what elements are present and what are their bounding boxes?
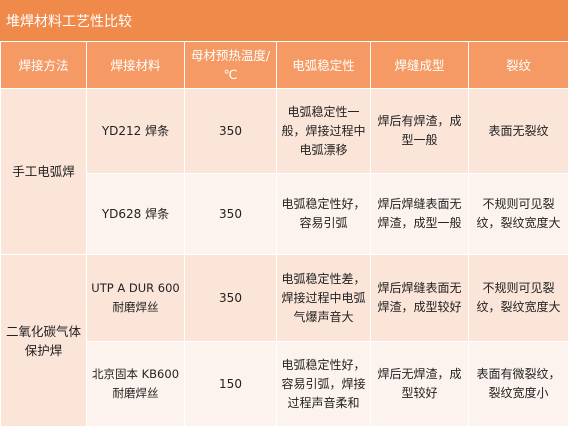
arc-cell: 电弧稳定性好，容易引弧，焊接过程声音柔和 [277,342,371,427]
material-cell: UTP A DUR 600耐磨焊丝 [87,255,185,342]
formation-cell: 焊后无焊渣，成型较好 [371,342,469,427]
crack-cell: 不规则可见裂纹，裂纹宽度大 [469,255,568,342]
table-row: 北京固本 KB600耐磨焊丝 150 电弧稳定性好，容易引弧，焊接过程声音柔和 … [1,342,568,427]
header-preheat: 母材预热温度/℃ [185,42,277,89]
header-material: 焊接材料 [87,42,185,89]
header-formation: 焊缝成型 [371,42,469,89]
comparison-table: 焊接方法 焊接材料 母材预热温度/℃ 电弧稳定性 焊缝成型 裂纹 手工电弧焊 Y… [0,41,568,427]
material-cell: 北京固本 KB600耐磨焊丝 [87,342,185,427]
preheat-cell: 350 [185,174,277,255]
table-title: 堆焊材料工艺性比较 [0,0,568,41]
formation-cell: 焊后焊缝表面无焊渣，成型一般 [371,174,469,255]
arc-cell: 电弧稳定性好，容易引弧 [277,174,371,255]
table-row: 二氧化碳气体保护焊 UTP A DUR 600耐磨焊丝 350 电弧稳定性差，焊… [1,255,568,342]
header-arc: 电弧稳定性 [277,42,371,89]
table-row: 手工电弧焊 YD212 焊条 350 电弧稳定性一般，焊接过程中电弧漂移 焊后有… [1,89,568,174]
crack-cell: 表面无裂纹 [469,89,568,174]
arc-cell: 电弧稳定性差，焊接过程中电弧气爆声音大 [277,255,371,342]
preheat-cell: 350 [185,89,277,174]
crack-cell: 不规则可见裂纹，裂纹宽度大 [469,174,568,255]
preheat-cell: 350 [185,255,277,342]
table-row: YD628 焊条 350 电弧稳定性好，容易引弧 焊后焊缝表面无焊渣，成型一般 … [1,174,568,255]
arc-cell: 电弧稳定性一般，焊接过程中电弧漂移 [277,89,371,174]
header-method: 焊接方法 [1,42,87,89]
formation-cell: 焊后焊缝表面无焊渣，成型较好 [371,255,469,342]
header-crack: 裂纹 [469,42,568,89]
formation-cell: 焊后有焊渣，成型一般 [371,89,469,174]
preheat-cell: 150 [185,342,277,427]
method-cell: 手工电弧焊 [1,89,87,255]
material-cell: YD628 焊条 [87,174,185,255]
material-cell: YD212 焊条 [87,89,185,174]
crack-cell: 表面有微裂纹，裂纹宽度小 [469,342,568,427]
header-row: 焊接方法 焊接材料 母材预热温度/℃ 电弧稳定性 焊缝成型 裂纹 [1,42,568,89]
method-cell: 二氧化碳气体保护焊 [1,255,87,427]
